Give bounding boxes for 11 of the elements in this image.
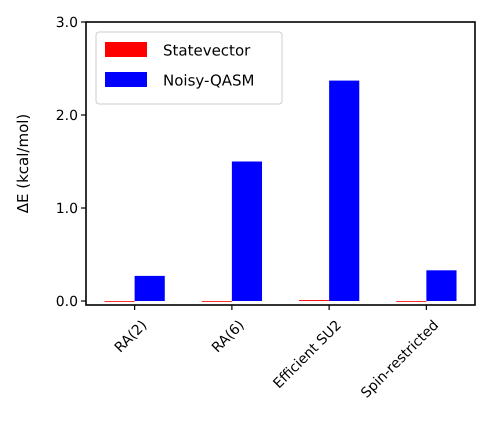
y-tick-label: 2.0 [56, 108, 78, 124]
bar [329, 80, 360, 301]
legend-label: Statevector [163, 41, 252, 60]
bar [426, 270, 457, 301]
y-axis-title: ΔE (kcal/mol) [14, 114, 32, 214]
bar [134, 276, 165, 301]
bar [232, 162, 262, 301]
legend-label: Noisy-QASM [163, 71, 254, 90]
y-tick-label: 3.0 [56, 14, 78, 31]
y-tick-label: 0.0 [56, 294, 78, 310]
y-tick-label: 1.0 [56, 200, 78, 217]
